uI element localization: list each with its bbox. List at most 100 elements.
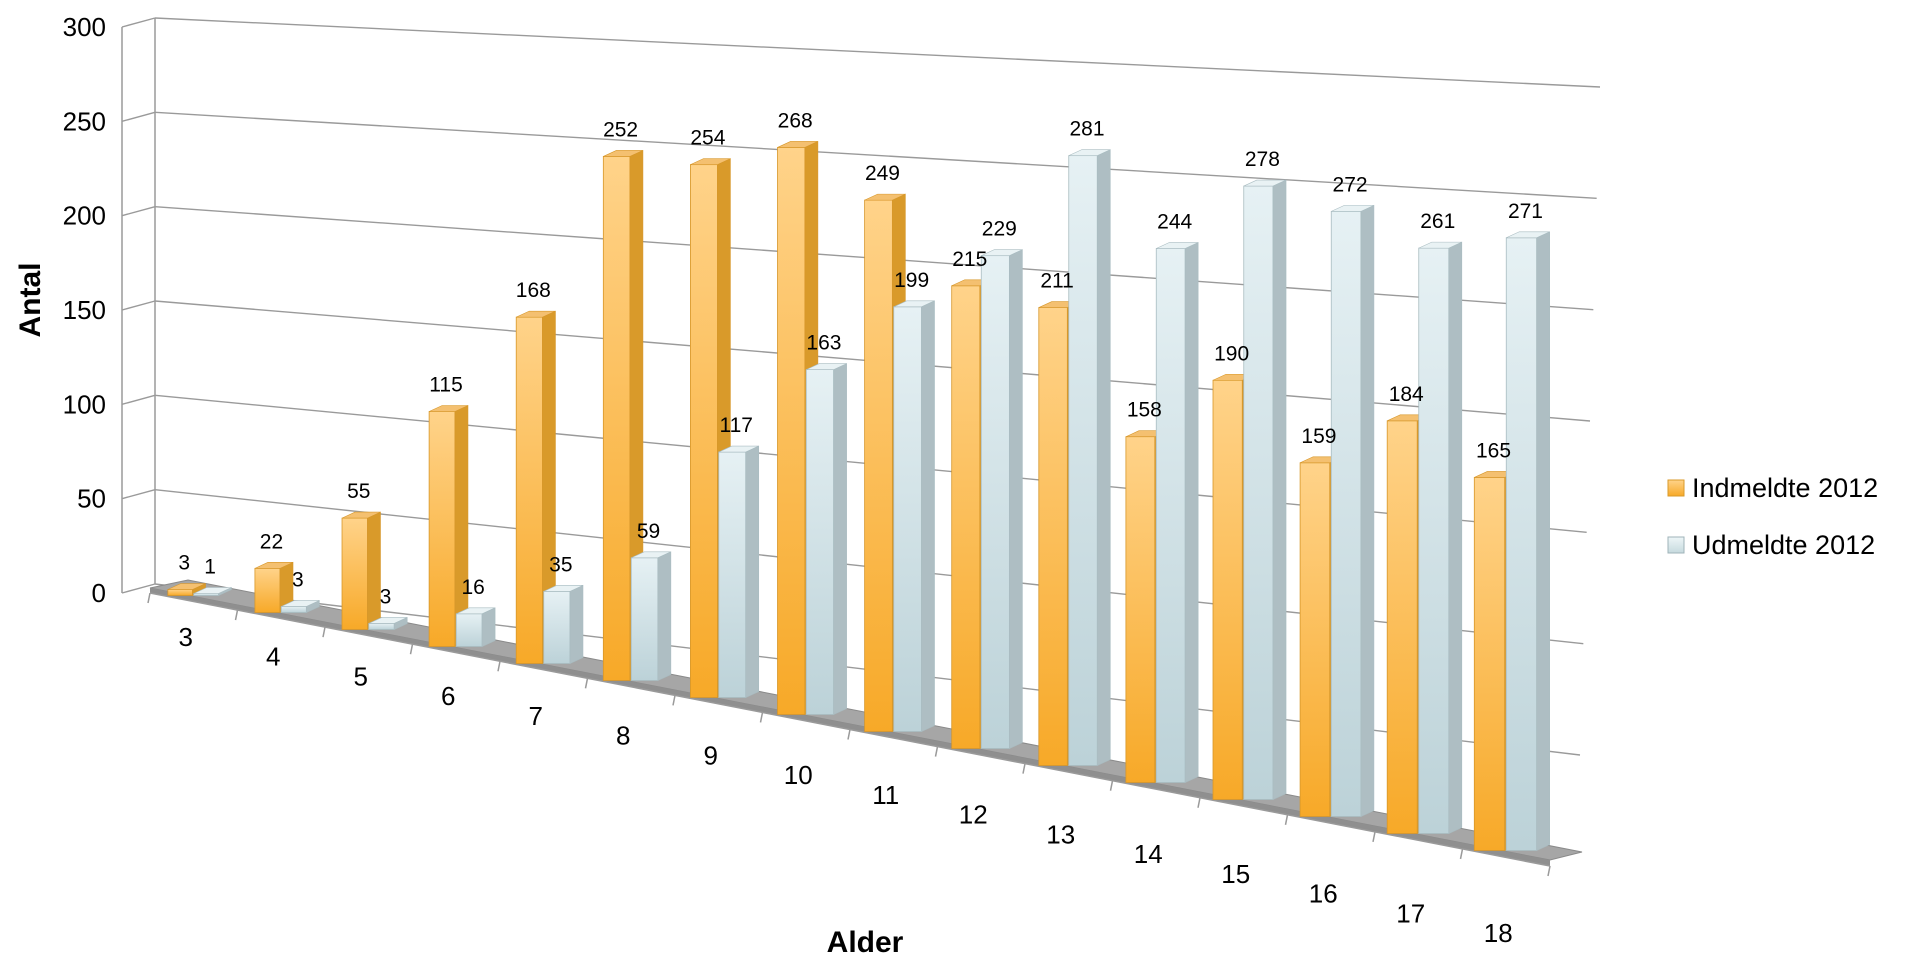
- bar-top: [1506, 231, 1550, 239]
- bar-indmeldte: [1386, 420, 1418, 834]
- x-tick-mark: [672, 695, 676, 706]
- x-tick-mark: [497, 661, 501, 672]
- data-label: 281: [1069, 118, 1104, 141]
- bar-udmeldte: [1505, 237, 1538, 851]
- x-tick-label: 16: [1309, 879, 1338, 909]
- x-tick-label: 7: [529, 701, 543, 731]
- x-tick-mark: [1459, 848, 1464, 860]
- data-label: 165: [1476, 439, 1511, 462]
- data-label: 271: [1508, 200, 1543, 223]
- data-label: 16: [461, 576, 484, 599]
- bar-udmeldte: [1155, 248, 1186, 783]
- data-label: 211: [1040, 270, 1073, 293]
- bar-top: [981, 249, 1023, 256]
- bar-udmeldte: [455, 613, 483, 647]
- x-tick-label: 5: [354, 661, 368, 691]
- x-tick-mark: [584, 678, 589, 689]
- x-tick-mark: [1022, 763, 1026, 774]
- bar-udmeldte: [1330, 210, 1362, 817]
- x-tick-mark: [759, 712, 764, 723]
- data-label: 199: [894, 269, 929, 292]
- gridline-side: [121, 17, 156, 28]
- x-tick-label: 17: [1396, 898, 1425, 928]
- data-label: 115: [429, 374, 462, 397]
- y-tick-label: 200: [63, 201, 106, 231]
- legend-label-indmeldte: Indmeldte 2012: [1692, 473, 1878, 503]
- bar-indmeldte: [777, 147, 806, 715]
- bar-top: [603, 150, 644, 157]
- x-tick-label: 12: [959, 800, 988, 830]
- data-label: 35: [549, 553, 572, 576]
- bar-side: [1009, 249, 1023, 749]
- y-tick-label: 150: [63, 295, 106, 325]
- x-tick-labels: 3 4 5 6 7 8 9 10 11 12 13 14 15 16 17 18: [179, 622, 1513, 948]
- x-tick-label: 11: [872, 780, 899, 810]
- data-label: 249: [865, 162, 900, 185]
- bar-top: [690, 158, 731, 165]
- data-label: 55: [347, 480, 370, 503]
- data-label: 3: [178, 552, 190, 575]
- y-tick-label: 100: [63, 389, 106, 419]
- x-tick-label: 15: [1221, 859, 1250, 889]
- data-label: 254: [690, 127, 725, 150]
- data-label: 59: [637, 520, 660, 543]
- bar-side: [1272, 179, 1287, 800]
- legend-swatch-udmeldte: [1667, 536, 1685, 554]
- bar-indmeldte: [515, 316, 543, 664]
- x-tick-mark: [1197, 797, 1201, 808]
- bar-side: [481, 607, 496, 647]
- bar-top: [864, 193, 906, 201]
- bar-top: [341, 511, 381, 519]
- bar-indmeldte: [254, 567, 281, 613]
- bar-udmeldte: [1068, 155, 1098, 766]
- bar-side: [367, 511, 381, 630]
- bar-top: [281, 600, 320, 607]
- bar-top: [543, 585, 584, 592]
- x-tick-label: 3: [179, 622, 193, 652]
- bar-top: [456, 607, 496, 615]
- bar-indmeldte: [690, 164, 718, 698]
- bar-side: [1360, 204, 1375, 817]
- bar-side: [921, 300, 935, 732]
- x-tick-mark: [934, 746, 939, 757]
- bar-top: [806, 363, 847, 370]
- x-tick-label: 8: [616, 721, 630, 751]
- gridline-side: [121, 488, 156, 500]
- data-label: 215: [952, 248, 987, 271]
- legend: Indmeldte 2012 Udmeldte 2012: [1667, 473, 1878, 560]
- gridlines: [121, 17, 1601, 756]
- x-tick-label: 4: [266, 642, 280, 672]
- bar-top: [368, 617, 408, 624]
- x-tick-label: 6: [441, 681, 455, 711]
- gridline-side: [121, 300, 156, 311]
- legend-swatch-indmeldte: [1667, 479, 1685, 497]
- bar-udmeldte: [805, 369, 835, 715]
- bar-top: [167, 583, 206, 590]
- bar-indmeldte: [341, 517, 368, 630]
- data-label: 168: [516, 279, 551, 302]
- bar-side: [1448, 241, 1463, 834]
- gridline-side: [121, 583, 156, 594]
- bar-top: [254, 562, 294, 569]
- x-tick-label: 13: [1046, 819, 1075, 849]
- bar-top: [193, 587, 232, 594]
- bar-udmeldte: [1418, 247, 1450, 834]
- x-axis-title: Alder: [827, 926, 904, 953]
- bar-top: [1243, 179, 1287, 187]
- bar-top: [1068, 149, 1111, 156]
- bar-indmeldte: [951, 285, 981, 749]
- x-tick-mark: [409, 644, 414, 655]
- gridline-side: [121, 394, 156, 406]
- y-tick-label: 250: [63, 106, 106, 136]
- chart-walls: [121, 18, 156, 593]
- x-tick-mark: [1547, 865, 1551, 877]
- bar-side: [745, 445, 760, 698]
- gridline-side: [121, 205, 156, 217]
- bar-udmeldte: [1243, 185, 1274, 800]
- bar-udmeldte: [893, 306, 922, 732]
- y-tick-label: 0: [92, 578, 106, 608]
- data-label: 158: [1127, 399, 1162, 422]
- bar-indmeldte: [167, 589, 193, 596]
- x-tick-mark: [147, 592, 151, 604]
